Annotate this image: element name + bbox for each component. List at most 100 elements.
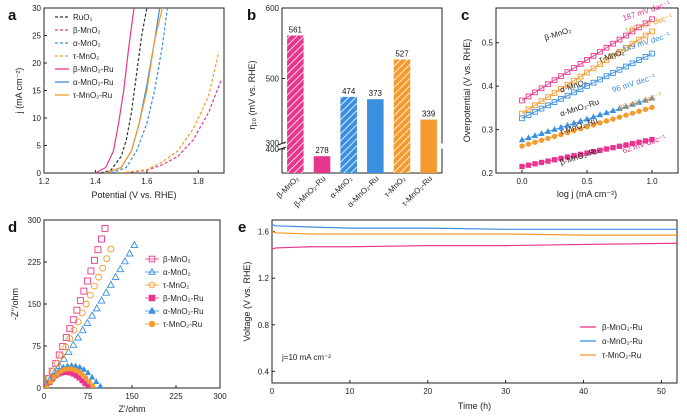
data-point	[603, 118, 610, 124]
y-axis-label: Voltage (V vs. RHE)	[242, 261, 252, 341]
data-point	[97, 382, 104, 388]
series-0	[519, 16, 655, 104]
bar-2-upper	[340, 96, 357, 149]
data-point	[69, 340, 78, 348]
data-point	[649, 104, 655, 111]
category-label-4: τ-MnO₂	[382, 174, 407, 199]
data-point	[616, 105, 623, 111]
data-point	[623, 32, 629, 39]
data-point	[551, 99, 558, 105]
data-point	[545, 135, 551, 142]
data-point	[629, 110, 636, 116]
panel-label: d	[8, 219, 17, 236]
data-point	[91, 256, 98, 264]
data-point	[603, 44, 610, 51]
data-point	[94, 246, 102, 254]
x-tick-label: 50	[657, 387, 666, 396]
y-tick-label: 1.2	[258, 274, 270, 283]
legend-label-5: α-MnO₂-Ru	[73, 78, 114, 87]
series-layer	[44, 224, 139, 388]
data-point	[571, 127, 577, 134]
legend-label-3: τ-MnO₂	[73, 52, 99, 61]
x-tick-label: 40	[579, 387, 588, 396]
data-point	[545, 102, 551, 109]
data-point	[64, 347, 73, 356]
x-tick-label: 0.0	[516, 177, 528, 186]
y-tick-label: 30	[32, 4, 41, 13]
data-point	[538, 98, 545, 105]
data-point	[616, 143, 623, 149]
bar-value-label-5: 339	[422, 110, 436, 119]
series-line-2	[110, 8, 169, 173]
data-point	[616, 114, 623, 120]
y-tick-label: 15	[32, 87, 41, 96]
data-point	[648, 94, 656, 101]
y-tick-label: 1.6	[258, 228, 270, 237]
data-point	[538, 137, 545, 143]
x-axis-label: Time (h)	[458, 401, 491, 411]
data-point	[564, 69, 571, 75]
data-point	[79, 371, 85, 378]
x-tick-label: 0	[270, 387, 275, 396]
data-point	[99, 264, 107, 272]
data-point	[571, 89, 577, 96]
data-point	[551, 133, 558, 140]
data-point	[571, 65, 577, 71]
y-tick-label: 25	[32, 32, 41, 41]
legend-label-0: β-MnO₂-Ru	[602, 323, 643, 332]
y-tick-label: 500	[266, 75, 280, 84]
panel-a-lsv-chart: 1.2 1.4 1.6 1.8 0 5 10 15 20 25 30 Potential (V vs.…	[8, 4, 225, 200]
x-tick-label: 1.8	[193, 177, 205, 186]
data-point	[532, 89, 538, 96]
x-axis-label: Potential (V vs. RHE)	[91, 190, 176, 200]
panel-e-stability-chart: 0 10 20 30 40 50 0.4 0.8 1.2 1.6 Time (h) Voltage (…	[238, 219, 678, 411]
data-point	[519, 163, 525, 170]
series-line-3	[121, 51, 220, 173]
series-5	[519, 136, 655, 170]
series-line-4	[95, 8, 135, 173]
x-tick-label: 1.0	[646, 177, 658, 186]
y-tick-label: 10	[32, 114, 41, 123]
data-point	[564, 129, 571, 136]
data-point	[623, 45, 629, 51]
y-tick-label: 600	[266, 4, 280, 13]
data-point	[616, 49, 623, 55]
legend-label-0: RuO₂	[73, 13, 93, 22]
legend-marker-4	[148, 306, 156, 314]
data-point	[72, 362, 79, 369]
data-point	[44, 384, 50, 388]
data-point	[597, 76, 603, 83]
bar-value-label-1: 278	[315, 146, 329, 155]
data-point	[83, 277, 91, 285]
data-point	[558, 131, 564, 138]
data-point	[111, 272, 120, 280]
series-2	[519, 50, 655, 122]
data-point	[597, 48, 603, 55]
data-point	[125, 249, 134, 257]
data-point	[570, 119, 578, 126]
data-point	[62, 334, 70, 342]
data-point	[616, 66, 623, 73]
data-point	[76, 375, 82, 381]
legend-label-3: β-MnO₂-Ru	[163, 294, 204, 303]
data-point	[610, 70, 616, 76]
data-point	[103, 255, 111, 263]
x-tick-label: 1.6	[141, 177, 153, 186]
data-point	[545, 81, 551, 88]
panel-label: e	[238, 219, 246, 236]
legend-label-4: β-MnO₂-Ru	[73, 65, 114, 74]
data-point	[538, 85, 545, 92]
data-point	[590, 113, 597, 120]
y-tick-label: 0	[37, 169, 42, 178]
data-point	[107, 245, 115, 253]
y-tick-label: 0.3	[482, 126, 494, 135]
legend-label-1: α-MnO₂	[163, 268, 191, 277]
data-point	[597, 147, 603, 153]
data-point	[106, 280, 115, 288]
current-density-annotation: j=10 mA cm⁻²	[281, 353, 331, 362]
data-point	[83, 375, 89, 381]
series-label-5: β-MnO₂-Ru	[559, 146, 600, 167]
data-point	[54, 359, 61, 367]
data-point	[609, 107, 617, 114]
data-point	[79, 378, 85, 384]
